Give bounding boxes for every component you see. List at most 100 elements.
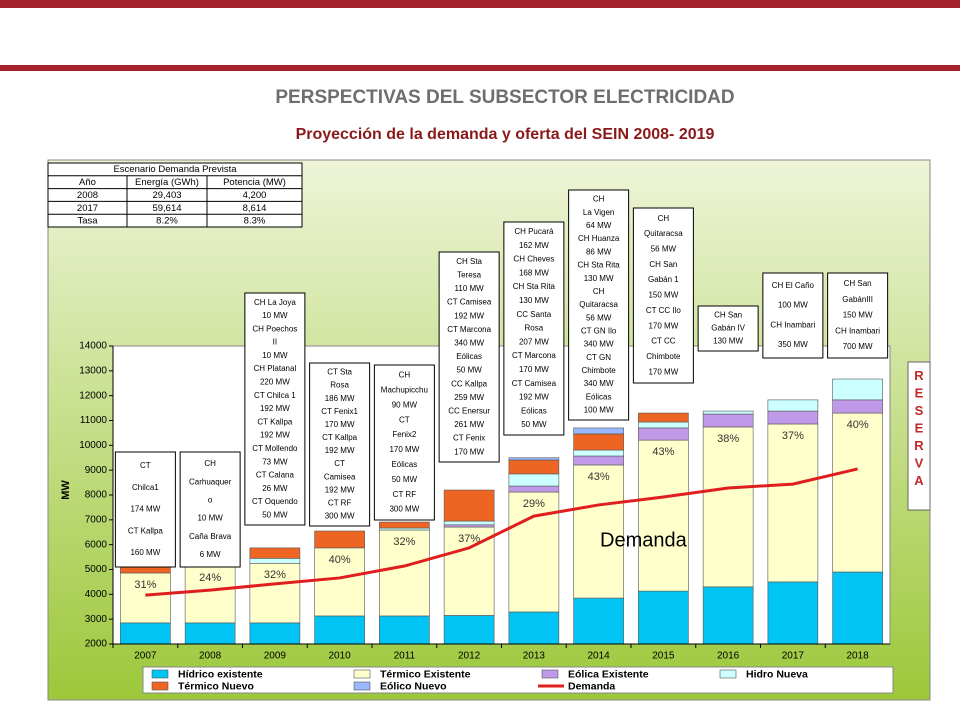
annotation-line: Chimbote (646, 352, 681, 361)
bar-segment (120, 572, 171, 624)
annotation-line: CT Kallpa (128, 526, 164, 535)
bar-segment (832, 378, 883, 401)
annotation-line: 162 MW (519, 241, 549, 250)
annotation-line: CT CC (651, 337, 676, 346)
y-tick-label: 13000 (79, 365, 107, 376)
annotation-line: 220 MW (260, 378, 290, 387)
y-axis-label: MW (60, 480, 72, 500)
annotation-line: CH La Joya (254, 298, 296, 307)
bar-segment (249, 558, 301, 564)
annotation-line: CT GN (586, 353, 611, 362)
annotation-line: 50 MW (521, 420, 547, 429)
annotation-line: Rosa (330, 381, 349, 390)
bar-segment (832, 412, 883, 573)
reserve-percent: 31% (134, 579, 156, 591)
annotation-line: 170 MW (389, 445, 419, 454)
y-tick-label: 7000 (85, 514, 108, 525)
annotation-line: CT Sta (327, 368, 352, 377)
reserve-percent: 40% (329, 554, 351, 566)
annotation-line: Eólicas (456, 352, 482, 361)
legend-swatch (353, 669, 371, 679)
annotation-line: Carhuaquer (189, 477, 232, 486)
bar-segment (508, 491, 560, 613)
annotation-line: Gabán 1 (648, 275, 679, 284)
annotation-line: 261 MW (454, 420, 484, 429)
annotation-line: 50 MW (262, 510, 288, 519)
y-tick-label: 8000 (85, 490, 108, 501)
bar-segment (767, 423, 819, 583)
annotation-line: 86 MW (586, 247, 612, 256)
y-tick-label: 5000 (85, 564, 108, 575)
annotation-line: 340 MW (584, 340, 614, 349)
table-cell: 29,403 (152, 190, 181, 201)
legend-label: Eólica Existente (568, 668, 649, 680)
annotation-box (114, 451, 176, 568)
bar-segment (508, 457, 560, 461)
annotation-line: 192 MW (325, 446, 355, 455)
x-tick-label: 2013 (523, 651, 546, 662)
legend-label: Hidro Nueva (746, 668, 808, 680)
reserve-percent: 24% (199, 572, 221, 584)
reserve-percent: 43% (588, 471, 610, 483)
bar-segment (702, 426, 754, 588)
legend-label: Demanda (568, 680, 615, 692)
annotation-line: 192 MW (519, 393, 549, 402)
annotation-line: CC Kallpa (451, 379, 488, 388)
annotation-line: CH (204, 459, 216, 468)
annotation-line: CT Kallpa (257, 417, 293, 426)
annotation-line: Caña Brava (189, 532, 232, 541)
table-cell: Año (79, 177, 96, 188)
legend-swatch (541, 669, 559, 679)
annotation-line: Teresa (457, 271, 482, 280)
y-tick-label: 12000 (79, 390, 107, 401)
bar-segment (249, 562, 301, 624)
bar-segment (767, 410, 819, 425)
annotation-line: 90 MW (392, 400, 418, 409)
annotation-line: 170 MW (648, 321, 678, 330)
annotation-line: 50 MW (456, 366, 482, 375)
annotation-line: CH Sta (456, 257, 482, 266)
y-tick-label: 10000 (79, 440, 107, 451)
legend-label: Térmico Nuevo (178, 680, 254, 692)
bar-segment (702, 413, 754, 428)
annotation-line: Chimbote (582, 366, 617, 375)
y-tick-label: 14000 (79, 341, 107, 352)
table-cell: 4,200 (243, 190, 267, 201)
annotation-line: 700 MW (843, 342, 873, 351)
bar-segment (508, 459, 560, 475)
reserve-percent: 37% (782, 430, 804, 442)
annotation-line: CT GN Ilo (581, 326, 617, 335)
top-band (0, 0, 960, 8)
bar-segment (120, 622, 171, 645)
bar-segment (443, 520, 495, 526)
annotation-line: 170 MW (519, 365, 549, 374)
legend-swatch (151, 681, 169, 691)
annotation-line: 150 MW (648, 291, 678, 300)
annotation-line: II (273, 338, 277, 347)
bar-segment (573, 455, 624, 466)
annotation-line: CT Camisea (512, 379, 557, 388)
annotation-line: CT Marcona (447, 325, 491, 334)
annotation-line: CT Fenix1 (321, 407, 358, 416)
annotation-box (503, 221, 565, 436)
annotation-line: CH San (649, 260, 677, 269)
annotation-line: 6 MW (200, 550, 221, 559)
annotation-box (373, 364, 435, 521)
annotation-line: CC Enersur (448, 407, 490, 416)
annotation-box (438, 251, 500, 463)
annotation-line: 130 MW (584, 274, 614, 283)
annotation-box (309, 362, 371, 527)
x-tick-label: 2011 (394, 651, 416, 662)
legend-swatch (353, 681, 371, 691)
reserve-percent: 29% (523, 498, 545, 510)
bar-segment (573, 433, 624, 451)
x-tick-label: 2007 (134, 651, 157, 662)
annotation-line: 130 MW (519, 296, 549, 305)
annotation-line: 50 MW (392, 475, 418, 484)
table-frame (47, 162, 303, 228)
x-tick-label: 2014 (588, 651, 611, 662)
bar-segment (443, 615, 495, 645)
annotation-line: 186 MW (325, 394, 355, 403)
bar-segment (508, 473, 560, 487)
